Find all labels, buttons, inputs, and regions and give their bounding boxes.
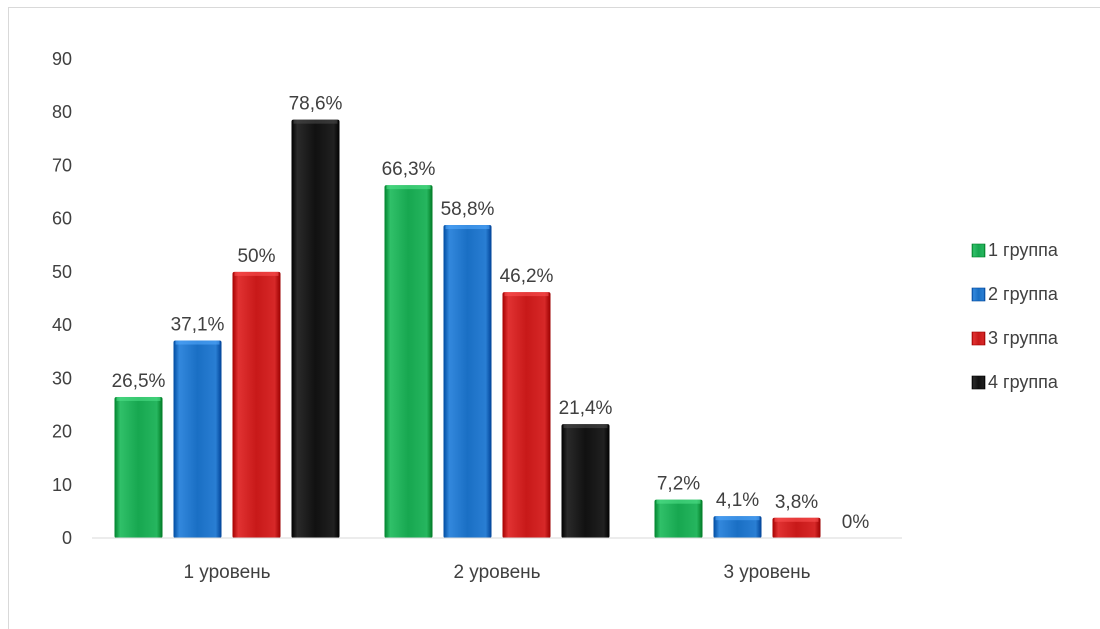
bar-highlight [715, 516, 760, 521]
legend-label: 4 группа [988, 372, 1059, 392]
y-tick-label: 90 [52, 49, 72, 69]
bar-highlight [656, 499, 701, 504]
data-label: 21,4% [559, 398, 613, 419]
bar-highlight [234, 271, 279, 276]
data-label: 78,6% [289, 94, 343, 115]
data-labels: 26,5% 37,1% 50% 78,6% 66,3%58,8% 46,2% 21,4% 7,… [112, 94, 870, 533]
bar-highlight [175, 340, 220, 345]
y-tick-label: 70 [52, 155, 72, 175]
y-tick-label: 80 [52, 102, 72, 122]
y-tick-label: 20 [52, 422, 72, 442]
bar [114, 396, 163, 538]
x-category-label: 2 уровень [453, 562, 540, 583]
data-label: 58,8% [441, 199, 495, 220]
x-axis-category-labels: 1 уровень 2 уровень 3 уровень [183, 562, 810, 583]
bar [443, 225, 492, 538]
chart-frame [8, 7, 1100, 629]
data-label: 50% [237, 246, 275, 267]
bar [654, 499, 703, 538]
x-category-label: 3 уровень [723, 562, 810, 583]
y-tick-label: 10 [52, 475, 72, 495]
bar-highlight [116, 396, 161, 401]
data-label: 3,8% [775, 492, 818, 513]
bar-highlight [386, 185, 431, 190]
data-label: 26,5% [112, 371, 166, 392]
legend-swatch [971, 287, 986, 302]
bar-highlight [293, 119, 338, 124]
y-tick-label: 0 [62, 528, 72, 548]
y-tick-label: 50 [52, 262, 72, 282]
data-label: 4,1% [716, 490, 759, 511]
legend-swatch [971, 375, 986, 390]
y-tick-label: 40 [52, 315, 72, 335]
bar-highlight [563, 424, 608, 429]
data-label: 66,3% [382, 159, 436, 180]
legend-swatch [971, 331, 986, 346]
data-label: 0% [842, 512, 870, 533]
legend-label: 3 группа [988, 328, 1059, 348]
bar-highlight [445, 225, 490, 230]
bar [502, 292, 551, 538]
x-category-label: 1 уровень [183, 562, 270, 583]
bar-highlight [504, 292, 549, 297]
bar [713, 516, 762, 538]
bar [232, 271, 281, 538]
bar [384, 185, 433, 539]
data-label: 46,2% [500, 266, 554, 287]
legend-label: 1 группа [988, 240, 1059, 260]
legend: 1 группа 2 группа 3 группа 4 группа [971, 240, 1059, 392]
legend-swatch [971, 243, 986, 258]
bar-highlight [774, 517, 819, 522]
bar [173, 340, 222, 538]
bars [114, 119, 821, 539]
y-tick-label: 30 [52, 368, 72, 388]
bar [561, 424, 610, 538]
y-axis-tick-labels: 0 10 20 30 40 50 60 70 80 90 [52, 49, 72, 548]
legend-label: 2 группа [988, 284, 1059, 304]
data-label: 37,1% [171, 315, 225, 336]
bar [772, 517, 821, 538]
data-label: 7,2% [657, 474, 700, 495]
bar [291, 119, 340, 538]
y-tick-label: 60 [52, 209, 72, 229]
